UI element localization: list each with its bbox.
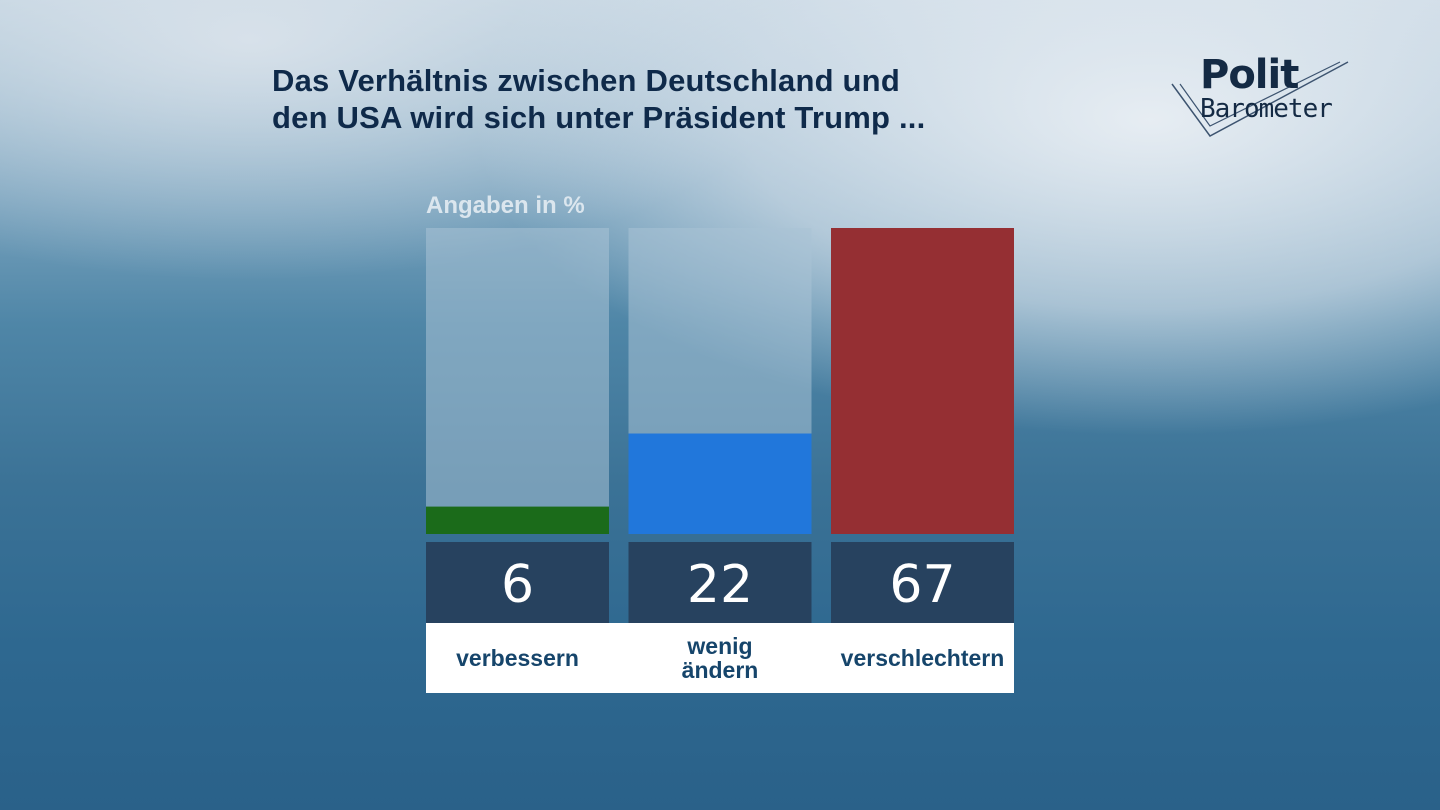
category-label-verschlechtern: verschlechtern <box>841 645 1005 671</box>
category-label-wenig-ändern-line-2: ändern <box>682 657 759 683</box>
bar-verbessern <box>426 506 609 534</box>
logo-barometer-text: Barometer <box>1200 94 1333 124</box>
label-box-verschlechtern <box>831 623 1014 693</box>
value-label-verschlechtern: 67 <box>889 555 955 615</box>
politbarometer-logo: Polit Barometer <box>1168 52 1358 142</box>
unit-label: Angaben in % <box>426 192 585 219</box>
category-label-wenig-ändern-line-1: wenig <box>686 633 752 659</box>
bar-track-verbessern <box>426 228 609 534</box>
value-label-wenig-ändern: 22 <box>687 555 753 615</box>
logo-checkmark-icon <box>1171 61 1349 137</box>
value-box-verbessern <box>426 542 609 623</box>
chart-title: Das Verhältnis zwischen Deutschland und … <box>272 62 1092 136</box>
label-box-wenig-ändern <box>628 623 831 693</box>
chart-title-line-2: den USA wird sich unter Präsident Trump … <box>272 100 926 135</box>
value-box-wenig-ändern <box>628 542 812 623</box>
logo-polit-text: Polit <box>1200 52 1299 98</box>
chart-title-line-1: Das Verhältnis zwischen Deutschland und <box>272 63 900 98</box>
label-box-verbessern <box>426 623 629 693</box>
category-label-verbessern: verbessern <box>456 645 579 671</box>
value-box-verschlechtern <box>831 542 1014 623</box>
value-label-verbessern: 6 <box>501 555 534 615</box>
bar-wenig-ändern <box>628 433 812 534</box>
bar-verschlechtern <box>831 228 1014 534</box>
